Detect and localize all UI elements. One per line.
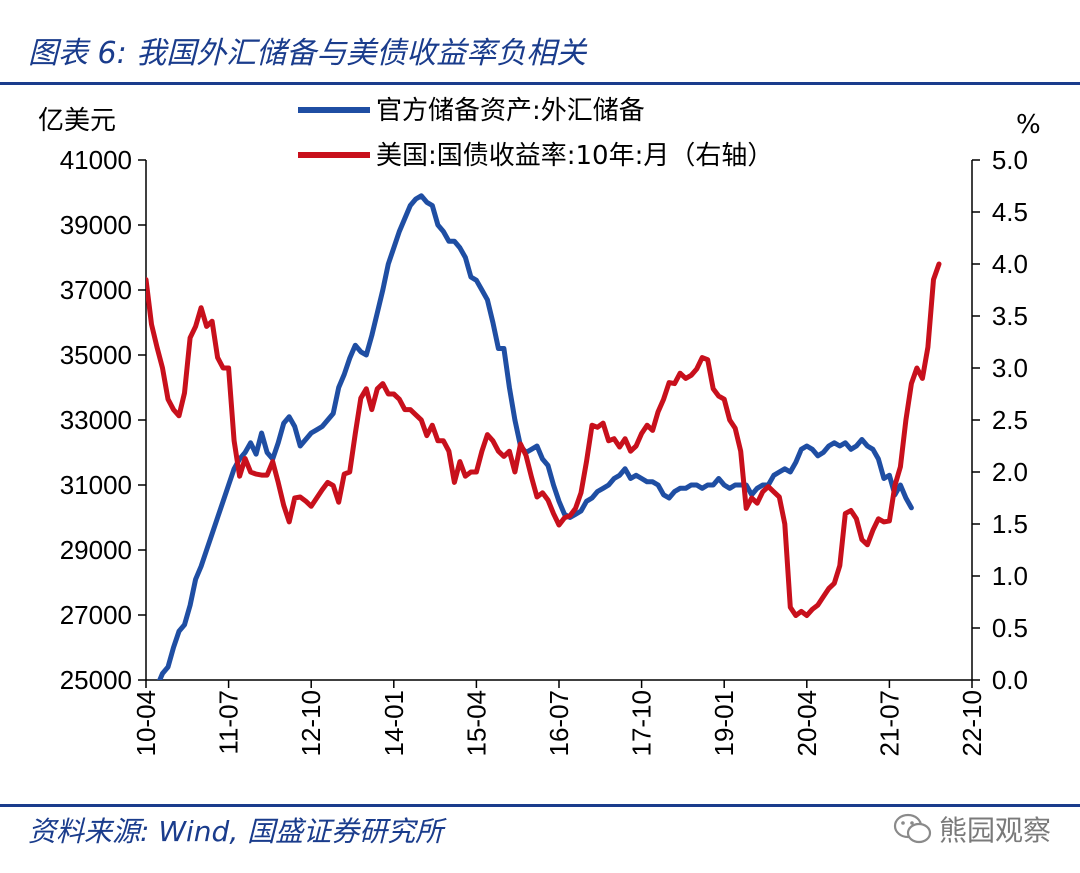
- x-tick-label: 11-07: [214, 690, 244, 755]
- left-tick-label: 33000: [60, 405, 132, 435]
- x-tick-label: 19-01: [709, 690, 739, 757]
- line-chart: 25000 27000 29000 31000 33000 35000 37000 39000…: [38, 96, 1041, 757]
- title-rule: [0, 82, 1080, 85]
- x-tick-label: 20-04: [792, 690, 822, 757]
- legend-label-reserves: 官方储备资产:外汇储备: [376, 96, 645, 126]
- right-tick-label: 1.5: [992, 509, 1028, 539]
- left-tick-label: 31000: [60, 470, 132, 500]
- x-tick-label: 10-04: [131, 690, 161, 757]
- right-tick-label: 5.0: [992, 145, 1028, 175]
- left-axis-unit: 亿美元: [38, 106, 116, 136]
- left-tick-label: 35000: [60, 340, 132, 370]
- left-tick-label: 27000: [60, 600, 132, 630]
- right-tick-label: 2.0: [992, 457, 1028, 487]
- wechat-icon: [893, 813, 932, 844]
- legend-label-yield: 美国:国债收益率:10年:月（右轴）: [376, 141, 773, 171]
- right-tick-label: 1.0: [992, 561, 1028, 591]
- right-tick-label: 3.5: [992, 301, 1028, 331]
- left-tick-label: 29000: [60, 535, 132, 565]
- axes: 25000 27000 29000 31000 33000 35000 37000 39000…: [60, 145, 1028, 757]
- watermark: 熊园观察: [893, 809, 1051, 849]
- legend: 官方储备资产:外汇储备 美国:国债收益率:10年:月（右轴）: [298, 96, 773, 171]
- right-tick-label: 0.5: [992, 613, 1028, 643]
- x-tick-label: 21-07: [874, 690, 904, 757]
- left-tick-label: 37000: [60, 275, 132, 305]
- watermark-text: 熊园观察: [939, 814, 1052, 847]
- series-line-yield: [146, 261, 942, 618]
- right-axis-unit: %: [1016, 110, 1041, 140]
- x-tick-label: 12-10: [296, 690, 326, 757]
- x-tick-label: 16-07: [544, 690, 574, 757]
- x-tick-label: 17-10: [627, 690, 657, 757]
- x-tick-label: 14-01: [379, 690, 409, 757]
- right-tick-label: 4.5: [992, 197, 1028, 227]
- source-rule: [0, 804, 1080, 807]
- right-tick-label: 3.0: [992, 353, 1028, 383]
- source-note: 资料来源: Wind, 国盛证券研究所: [28, 815, 444, 848]
- x-tick-label: 15-04: [461, 690, 491, 757]
- series: [146, 193, 942, 680]
- left-tick-label: 25000: [60, 665, 132, 695]
- right-tick-label: 0.0: [992, 665, 1028, 695]
- series-line-reserves: [157, 193, 914, 680]
- right-tick-label: 4.0: [992, 249, 1028, 279]
- x-tick-label: 22-10: [957, 690, 987, 757]
- figure-title: 图表 6: 我国外汇储备与美债收益率负相关: [28, 36, 587, 71]
- left-tick-label: 39000: [60, 210, 132, 240]
- right-tick-label: 2.5: [992, 405, 1028, 435]
- left-tick-label: 41000: [60, 145, 132, 175]
